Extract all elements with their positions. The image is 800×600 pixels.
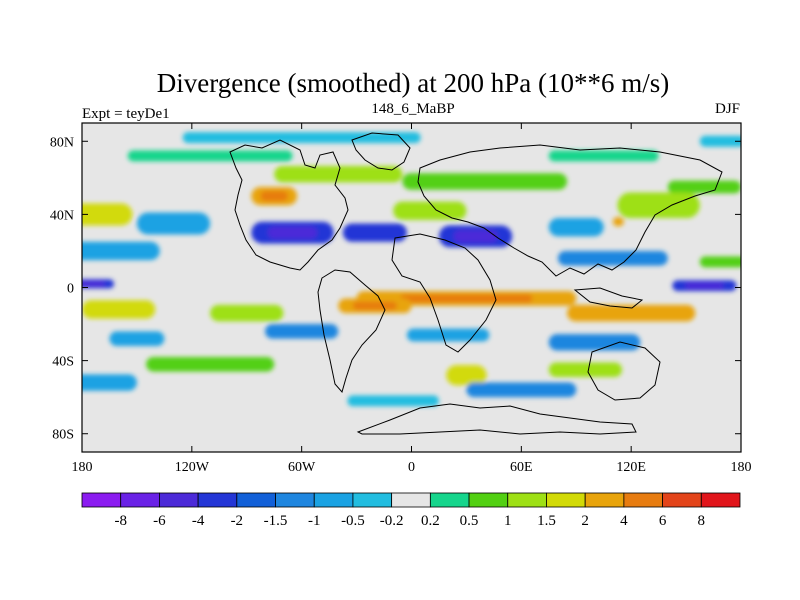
colorbar-label-4: -1.5 bbox=[264, 513, 288, 529]
x-tick-label-3: 0 bbox=[408, 460, 415, 475]
field-band-6 bbox=[667, 180, 741, 194]
field-band-25 bbox=[82, 300, 156, 319]
field-band-26 bbox=[210, 304, 284, 322]
field-band-8 bbox=[82, 203, 133, 226]
colorbar-box-16 bbox=[700, 492, 741, 508]
field-band-2 bbox=[127, 150, 293, 162]
colorbar-box-9 bbox=[429, 492, 470, 508]
field-band-16 bbox=[612, 217, 624, 227]
colorbar-label-12: 2 bbox=[581, 513, 589, 529]
coastline-greenland bbox=[351, 132, 411, 171]
coastline-indonesia bbox=[573, 287, 644, 309]
x-tick-label-6: 180 bbox=[731, 460, 752, 475]
x-tick-label-4: 60E bbox=[510, 460, 533, 475]
colorbar-label-7: -0.2 bbox=[380, 513, 404, 529]
coastline-australia bbox=[587, 341, 661, 401]
field-band-15 bbox=[548, 218, 604, 237]
colorbar-box-2 bbox=[159, 492, 199, 508]
field-band-9 bbox=[393, 201, 467, 220]
colorbar-box-3 bbox=[197, 492, 238, 508]
x-tick-label-0: 180 bbox=[72, 460, 93, 475]
field-band-10 bbox=[617, 192, 700, 219]
colorbar-box-13 bbox=[584, 492, 625, 508]
field-band-core-12 bbox=[267, 226, 318, 239]
coastline-north-america bbox=[229, 139, 349, 271]
field-band-3 bbox=[548, 150, 659, 162]
x-tick-label-2: 60W bbox=[288, 460, 316, 475]
divergence-field bbox=[82, 123, 741, 452]
field-band-34 bbox=[82, 374, 137, 391]
colorbar: -8 -6 -4 -2 -1.5 -1 -0.5 -0.2 0.2 0.5 1 1.5 2 4 6 8 bbox=[81, 492, 741, 529]
colorbar-box-6 bbox=[313, 492, 354, 508]
colorbar-box-4 bbox=[236, 492, 276, 508]
colorbar-box-14 bbox=[623, 492, 663, 508]
field-band-core-23 bbox=[352, 301, 397, 310]
field-band-core-20 bbox=[82, 281, 105, 287]
y-tick-label-2: 0 bbox=[67, 282, 74, 297]
colorbar-label-2: -4 bbox=[192, 513, 205, 529]
field-band-29 bbox=[548, 334, 641, 351]
field-band-core-21 bbox=[685, 282, 724, 289]
subtitle-left: Expt = teyDe1 bbox=[82, 106, 170, 122]
colorbar-label-1: -6 bbox=[153, 513, 166, 529]
colorbar-label-6: -0.5 bbox=[341, 513, 365, 529]
colorbar-box-1 bbox=[120, 492, 160, 508]
field-band-19 bbox=[699, 256, 741, 268]
y-tick-label-4: 80S bbox=[52, 428, 74, 443]
coastline-south-america bbox=[317, 269, 386, 394]
field-band-30 bbox=[109, 331, 165, 346]
x-tick-label-1: 120W bbox=[175, 460, 210, 475]
colorbar-box-5 bbox=[275, 492, 315, 508]
colorbar-label-14: 6 bbox=[659, 513, 667, 529]
field-band-32 bbox=[446, 365, 487, 386]
colorbar-label-5: -1 bbox=[308, 513, 321, 529]
field-band-28 bbox=[406, 328, 490, 342]
coastline-antarctica bbox=[356, 403, 637, 435]
field-band-18 bbox=[557, 250, 668, 266]
field-band-core-24 bbox=[592, 308, 670, 318]
subtitle-right: DJF bbox=[715, 101, 740, 117]
field-band-36 bbox=[347, 395, 439, 407]
field-band-core-7 bbox=[260, 191, 288, 202]
axis-ticks: 180 120W 60W 0 60E 120E 180 80N 40N 0 40S 80S bbox=[50, 123, 752, 475]
chart-title: Divergence (smoothed) at 200 hPa (10**6 … bbox=[157, 68, 669, 98]
colorbar-label-15: 8 bbox=[698, 513, 706, 529]
colorbar-label-8: 0.2 bbox=[421, 513, 440, 529]
field-band-0 bbox=[182, 132, 421, 144]
field-band-core-14 bbox=[453, 230, 498, 243]
colorbar-box-0 bbox=[81, 492, 122, 508]
x-tick-label-5: 120E bbox=[616, 460, 646, 475]
field-band-35 bbox=[466, 382, 577, 398]
field-band-31 bbox=[146, 356, 275, 372]
y-tick-label-1: 40N bbox=[50, 208, 74, 223]
colorbar-label-11: 1.5 bbox=[537, 513, 556, 529]
field-band-core-13 bbox=[355, 227, 395, 238]
colorbar-box-10 bbox=[468, 492, 509, 508]
field-band-1 bbox=[699, 135, 741, 147]
colorbar-label-9: 0.5 bbox=[460, 513, 479, 529]
colorbar-label-3: -2 bbox=[231, 513, 244, 529]
colorbar-label-13: 4 bbox=[620, 513, 628, 529]
colorbar-box-8 bbox=[391, 492, 431, 508]
coastline-eurasia bbox=[417, 144, 723, 277]
colorbar-box-12 bbox=[546, 492, 586, 508]
field-band-11 bbox=[136, 212, 211, 235]
field-band-33 bbox=[548, 362, 623, 378]
field-band-27 bbox=[265, 324, 339, 339]
field-band-17 bbox=[82, 241, 160, 261]
colorbar-box-15 bbox=[662, 492, 702, 508]
colorbar-box-11 bbox=[507, 492, 547, 508]
colorbar-box-7 bbox=[352, 492, 393, 508]
colorbar-label-0: -8 bbox=[114, 513, 127, 529]
colorbar-label-10: 1 bbox=[504, 513, 512, 529]
y-tick-label-3: 40S bbox=[52, 355, 74, 370]
subtitle-center: 148_6_MaBP bbox=[371, 101, 454, 117]
field-band-5 bbox=[402, 173, 568, 190]
coastline-africa bbox=[391, 233, 497, 353]
y-tick-label-0: 80N bbox=[50, 135, 74, 150]
field-band-core-22 bbox=[400, 294, 533, 303]
coastlines bbox=[229, 132, 723, 435]
